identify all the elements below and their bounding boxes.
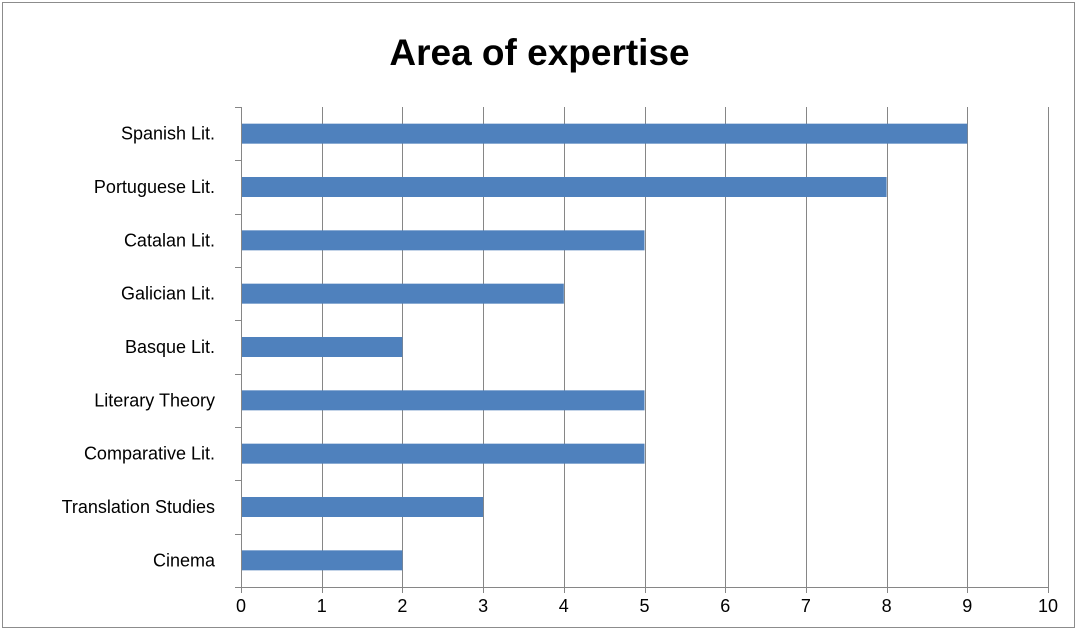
- bar-comparative-lit: [241, 443, 645, 464]
- category-label: Galician Lit.: [121, 284, 215, 304]
- chart-title: Area of expertise: [389, 32, 690, 73]
- category-label: Literary Theory: [94, 390, 215, 410]
- axes: [235, 107, 1049, 593]
- category-label: Catalan Lit.: [124, 230, 215, 250]
- bar-translation-studies: [241, 497, 484, 517]
- category-label: Basque Lit.: [125, 337, 215, 357]
- x-tick-label: 3: [478, 596, 488, 616]
- category-label: Portuguese Lit.: [94, 177, 215, 197]
- x-tick-label: 9: [962, 596, 972, 616]
- x-tick-label: 6: [720, 596, 730, 616]
- category-label: Cinema: [153, 550, 216, 570]
- x-tick-label: 7: [801, 596, 811, 616]
- bar-catalan-lit: [241, 230, 645, 251]
- category-labels: Spanish Lit. Portuguese Lit. Catalan Lit. G…: [62, 124, 216, 571]
- bar-spanish-lit: [241, 123, 968, 144]
- x-tick-label: 1: [317, 596, 327, 616]
- bar-cinema: [241, 550, 403, 571]
- category-label: Translation Studies: [62, 497, 215, 517]
- bar-literary-theory: [241, 390, 645, 411]
- x-tick-label: 4: [559, 596, 569, 616]
- category-label: Spanish Lit.: [121, 124, 215, 144]
- bar-galician-lit: [241, 283, 564, 304]
- x-tick-label: 0: [236, 596, 246, 616]
- bar-portuguese-lit: [241, 177, 887, 197]
- category-label: Comparative Lit.: [84, 444, 215, 464]
- x-tick-label: 10: [1038, 596, 1058, 616]
- x-tick-label: 8: [882, 596, 892, 616]
- bar-basque-lit: [241, 337, 403, 357]
- bars: [241, 123, 968, 571]
- x-tick-label: 2: [397, 596, 407, 616]
- x-tick-labels: 0 1 2 3 4 5 6 7 8 9 10: [236, 596, 1058, 616]
- x-tick-label: 5: [639, 596, 649, 616]
